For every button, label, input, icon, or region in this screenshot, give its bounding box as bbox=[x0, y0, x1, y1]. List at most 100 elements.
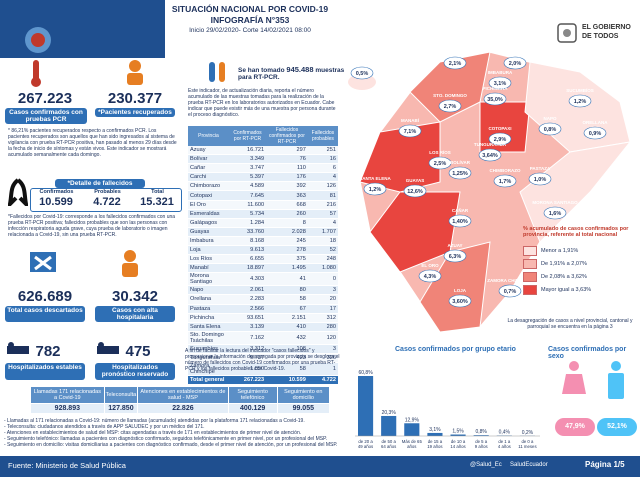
cell: 312 bbox=[307, 313, 338, 323]
cell: 432 bbox=[266, 331, 308, 345]
pct-bubble bbox=[398, 124, 422, 138]
cell: 245 bbox=[266, 236, 308, 247]
source: Fuente: Ministerio de Salud Pública bbox=[8, 461, 126, 470]
legend-title: % acumulado de casos confirmados por pro… bbox=[523, 226, 629, 238]
x-label: de 0 a 11 meses bbox=[518, 439, 536, 449]
cell: 2.028 bbox=[266, 227, 308, 237]
discarded-value: 626.689 bbox=[17, 288, 73, 305]
province-name: AZUAY bbox=[447, 243, 462, 248]
cell: 326 bbox=[307, 353, 338, 363]
pct-bubble bbox=[583, 126, 607, 140]
cell: Sto. Domingo Tsáchilas bbox=[188, 331, 229, 345]
cell: Chimborazo bbox=[188, 181, 229, 192]
ribbon-icon bbox=[8, 178, 28, 206]
legend-swatch bbox=[523, 246, 537, 256]
cell: 1.080 bbox=[307, 263, 338, 274]
cell: 400.129 bbox=[227, 403, 278, 414]
pct-bubble bbox=[488, 76, 512, 90]
bar-label: 60,8% bbox=[358, 370, 373, 376]
row: Orellana 2.283 58 20 bbox=[188, 294, 338, 305]
pct-bubble bbox=[443, 56, 467, 70]
province-name: GUAYAS bbox=[406, 178, 424, 183]
cell: 127.850 bbox=[103, 403, 139, 414]
map-region bbox=[369, 191, 461, 273]
bar bbox=[450, 434, 466, 436]
footer bbox=[0, 456, 640, 477]
province-name: ZAMORA CHINCHIPE bbox=[487, 278, 533, 283]
cell: 8.168 bbox=[228, 236, 267, 247]
male-pct: 52,1% bbox=[597, 418, 637, 436]
table-note: A fin de facilitar la lectura del indica… bbox=[185, 348, 340, 372]
pct-bubble bbox=[493, 174, 517, 188]
cell: 410 bbox=[266, 322, 308, 332]
pct-bubble bbox=[538, 122, 562, 136]
cell: Pastaza bbox=[188, 304, 229, 314]
cell: 16 bbox=[307, 154, 338, 165]
pct-bubble bbox=[428, 156, 452, 170]
note: - Teleconsulta: ciudadanos atendidos a t… bbox=[4, 424, 205, 430]
cell: Cotopaxi bbox=[188, 190, 229, 201]
pcr-note: Este indicador, de actualización diaria,… bbox=[188, 88, 336, 118]
deaths-box bbox=[30, 188, 182, 212]
province-name: ORELLANA bbox=[583, 120, 609, 125]
bar-label: 0,4% bbox=[499, 430, 511, 436]
icons bbox=[31, 60, 143, 87]
cell: Galápagos bbox=[188, 218, 229, 228]
cell: 6 bbox=[307, 163, 338, 174]
deaths-total-label: Total bbox=[151, 189, 164, 195]
row: Loja 9.613 278 52 bbox=[188, 245, 338, 256]
page-number: Página 1/5 bbox=[585, 460, 625, 469]
cell: 2.061 bbox=[228, 285, 267, 296]
cell: 108 bbox=[266, 344, 308, 354]
column-header: Seguimiento telefónico bbox=[227, 386, 278, 404]
deaths-note: *Fallecidos por Covid-19: corresponde a … bbox=[8, 214, 176, 238]
x-label: de 50 a 64 años bbox=[381, 439, 396, 449]
province-name: CHIMBORAZO bbox=[490, 168, 521, 173]
cell: 392 bbox=[266, 181, 308, 192]
province-pct: 1,25% bbox=[452, 171, 468, 177]
pct-bubble bbox=[488, 132, 512, 146]
cell: 4 bbox=[307, 218, 338, 228]
row: Zamora Chinchipe 1.850 58 1 bbox=[188, 362, 338, 376]
stable-label: Hospitalizados estables bbox=[5, 363, 85, 380]
cell: 260 bbox=[266, 209, 308, 219]
cell: 7.162 bbox=[228, 331, 267, 345]
confirmed-value: 267.223 bbox=[17, 90, 73, 107]
row: Bolívar 3.349 76 16 bbox=[188, 154, 338, 165]
header-row: Llamadas 171 relacionadas a Covid-19 Tele… bbox=[30, 386, 331, 404]
legend-label: De 1,91% a 2,07% bbox=[541, 261, 587, 267]
recovered-value: 230.377 bbox=[107, 90, 163, 107]
bar-label: 0,8% bbox=[475, 429, 487, 435]
cell: 278 bbox=[266, 245, 308, 256]
legend-swatch bbox=[523, 259, 537, 269]
pct-bubble bbox=[483, 92, 507, 106]
column-header: Fallecidos confirmados por RT-PCR bbox=[266, 126, 308, 146]
row: Esmeraldas 5.734 260 57 bbox=[188, 209, 338, 219]
deaths-title: *Detalle de fallecidos bbox=[55, 179, 145, 188]
row: Pastaza 2.566 67 17 bbox=[188, 304, 338, 314]
row: Pichincha 93.651 2.151 312 bbox=[188, 313, 338, 323]
discharged-label: Casos con alta hospitalaria bbox=[95, 306, 175, 322]
cell: Santa Elena bbox=[188, 322, 229, 332]
legend-label: Mayor igual a 3,63% bbox=[541, 287, 592, 293]
pct-bubble bbox=[418, 269, 442, 283]
reserved-value: 475 bbox=[125, 343, 151, 360]
pcr-icon bbox=[209, 62, 225, 82]
cell: 3.747 bbox=[228, 163, 267, 174]
note: - Seguimiento telefónico: llamadas a pac… bbox=[4, 436, 328, 442]
pct-bubble bbox=[503, 56, 527, 70]
header-row: Provincia Confirmados por RT-PCR Fallecido… bbox=[188, 126, 338, 146]
province-pct: 0,9% bbox=[589, 131, 602, 137]
legend-swatch bbox=[523, 272, 537, 282]
note: - Llamadas al 171 relacionadas a Covid-1… bbox=[4, 418, 305, 424]
cell: 668 bbox=[266, 200, 308, 210]
cell: 3 bbox=[307, 285, 338, 296]
province-pct: 1,6% bbox=[549, 211, 562, 217]
bar-label: 0,2% bbox=[522, 430, 534, 436]
cell: 1.707 bbox=[307, 227, 338, 237]
cell: 10.599 bbox=[266, 375, 308, 386]
cell: 20 bbox=[307, 294, 338, 305]
bar-label: 1,5% bbox=[452, 429, 464, 435]
province-pct: 0,8% bbox=[544, 127, 557, 133]
